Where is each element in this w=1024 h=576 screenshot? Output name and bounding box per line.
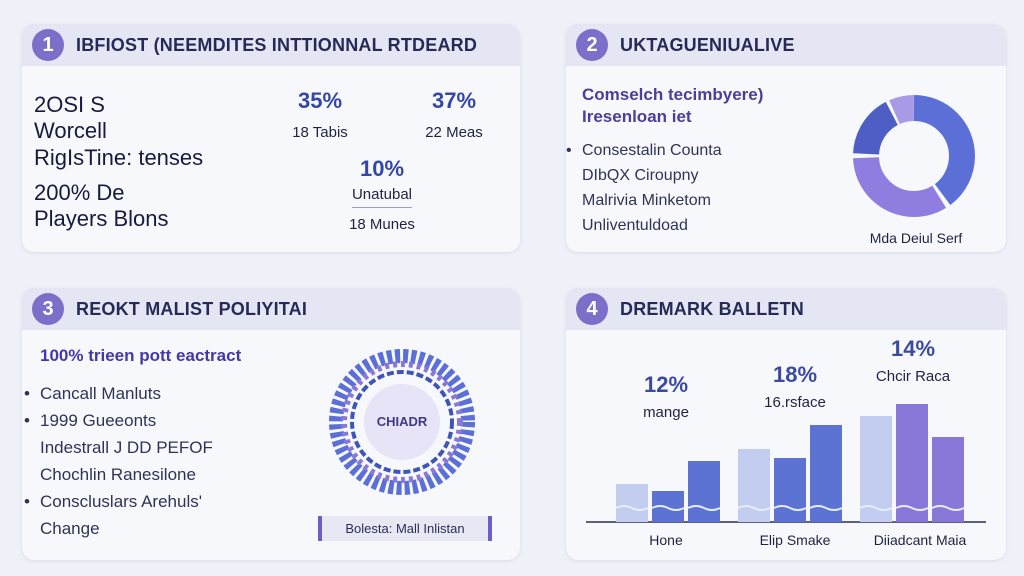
summary-line: RigIsTine: tenses: [34, 144, 204, 170]
panel-number-badge: 4: [576, 293, 608, 325]
stat-value: 35%: [297, 88, 343, 113]
group-label: Chcir Raca: [875, 368, 951, 385]
donut-segment: [853, 95, 975, 217]
ring-emblem: [329, 349, 475, 495]
group-annotation: 18% 16.rsface: [740, 362, 850, 411]
ring-inner: [341, 361, 463, 483]
panel-header: 4 DREMARK BALLETN: [566, 288, 1006, 330]
panel-breakdown: 2 UKTAGUENIUALIVE Comselch tecimbyere) I…: [566, 24, 1006, 252]
panel-title: DREMARK BALLETN: [620, 298, 804, 319]
stat-block: 35% 18 Tabis: [280, 88, 360, 141]
bar: [896, 404, 928, 522]
ring-outer: [329, 349, 475, 495]
panel-title: UKTAGUENIUALIVE: [620, 34, 795, 55]
panel-policy: 3 REOKT MALIST POLIYITAI 100% trieen pot…: [22, 288, 520, 560]
bar-chart: [586, 404, 986, 523]
panel-number-badge: 3: [32, 293, 64, 325]
panel-title: REOKT MALIST POLIYITAI: [76, 298, 308, 319]
panel-header: 3 REOKT MALIST POLIYITAI: [22, 288, 520, 330]
bar-wave-decoration: [687, 505, 721, 511]
ring-center: [364, 384, 440, 460]
summary-text-block: 2OSI S Worcell RigIsTine: tenses: [34, 92, 203, 171]
panel-header: 1 IBFIOST (NEEMDITES INTTIONNAL RTDEARD: [22, 24, 520, 66]
bar: [616, 484, 648, 522]
stat-label: 22 Meas: [425, 124, 483, 141]
panel-title: IBFIOST (NEEMDITES INTTIONNAL RTDEARD: [76, 34, 478, 55]
x-axis-label: Elip Smake: [759, 532, 831, 548]
list-item: Consestalin Counta: [566, 138, 722, 163]
stat-label: Unatubal: [351, 186, 413, 208]
stat-sublabel: 18 Munes: [349, 216, 415, 233]
summary-line: 200% De: [34, 180, 125, 205]
donut-chart: [853, 95, 975, 217]
bar-wave-decoration: [895, 505, 929, 511]
group-annotation: 14% Chcir Raca: [858, 336, 968, 385]
list-item: Cancall Manluts: [24, 380, 213, 407]
panel-number-badge: 1: [32, 29, 64, 61]
bar-wave-decoration: [615, 505, 649, 511]
caption-box: Bolesta: Mall Inlistan: [318, 516, 492, 541]
donut-segment: [853, 95, 975, 217]
panel-chart: 4 DREMARK BALLETN 12% mange 18% 16.rsfac…: [566, 288, 1006, 560]
bar-wave-decoration: [809, 505, 843, 511]
group-value: 12%: [643, 372, 689, 397]
group-annotation: 12% mange: [616, 372, 716, 421]
list-item: Change: [40, 519, 100, 538]
breakdown-heading: Comselch tecimbyere) Iresenloan iet: [582, 84, 763, 128]
list-item: Malrivia Minketom: [582, 192, 711, 209]
bar: [688, 461, 720, 522]
stat-block: 37% 22 Meas: [404, 88, 504, 141]
bar: [774, 458, 806, 522]
panel-number-badge: 2: [576, 29, 608, 61]
list-item: Unliventuldoad: [582, 217, 688, 234]
policy-list: Cancall Manluts 1999 Gueeonts Indestrall…: [24, 380, 213, 542]
panel-header: 2 UKTAGUENIUALIVE: [566, 24, 1006, 66]
bar-wave-decoration: [651, 505, 685, 511]
x-axis-label: Hone: [649, 532, 683, 548]
bar-wave-decoration: [931, 505, 965, 511]
heading-line: Comselch tecimbyere): [582, 85, 764, 104]
heading-line: Iresenloan iet: [582, 107, 692, 127]
list-item: Chochlin Ranesilone: [40, 465, 196, 484]
summary-line: Players Blons: [34, 206, 169, 232]
list-item: 1999 Gueeonts: [24, 407, 213, 434]
bar-wave-decoration: [773, 505, 807, 511]
bar-wave-decoration: [737, 505, 771, 511]
group-label: 16.rsface: [764, 394, 826, 411]
bar: [860, 416, 892, 522]
donut-caption: Mda Deiul Serf: [869, 230, 963, 246]
ring-label: CHIADR: [376, 414, 428, 429]
list-item: Indestrall J DD PEFOF: [40, 438, 213, 457]
bar: [738, 449, 770, 522]
group-label: mange: [643, 404, 689, 421]
stat-value: 10%: [359, 156, 405, 181]
list-item: Conscluslars Arehuls': [24, 488, 213, 515]
summary-text-block-2: 200% De Players Blons: [34, 180, 169, 233]
group-value: 18%: [772, 362, 818, 387]
ring-core: [350, 370, 454, 474]
policy-subtitle: 100% trieen pott eactract: [40, 346, 242, 365]
list-item: DIbQX Ciroupny: [582, 167, 699, 184]
x-axis-label: Diiadcant Maia: [873, 532, 967, 548]
breakdown-list: Consestalin Counta DIbQX Ciroupny Malriv…: [566, 138, 722, 238]
stat-value: 37%: [431, 88, 477, 113]
stat-label: 18 Tabis: [292, 124, 348, 141]
stat-block: 10% Unatubal 18 Munes: [322, 156, 442, 233]
summary-line: 2OSI S: [34, 92, 105, 117]
bar-wave-decoration: [859, 505, 893, 511]
group-value: 14%: [890, 336, 936, 361]
summary-line: Worcell: [34, 118, 107, 144]
panel-summary: 1 IBFIOST (NEEMDITES INTTIONNAL RTDEARD …: [22, 24, 520, 252]
